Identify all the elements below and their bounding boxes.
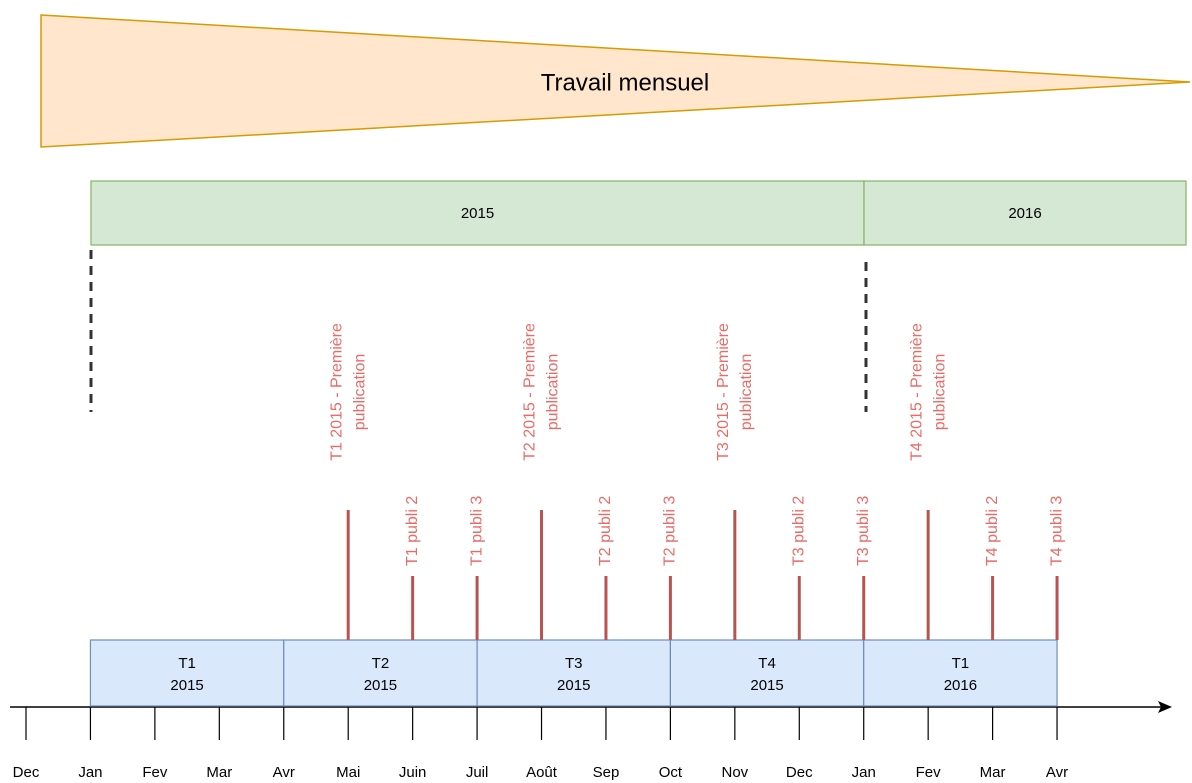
year-label: 2015	[461, 205, 494, 222]
month-label: Août	[526, 764, 558, 781]
publication-label: T4 2015 - Première	[908, 323, 925, 461]
quarter-label: T3	[565, 655, 583, 672]
quarter-box	[863, 639, 1058, 707]
month-label: Jan	[852, 764, 876, 781]
publication-label: T4 publi 2	[984, 496, 1001, 566]
month-label: Mai	[336, 764, 360, 781]
publication-label: T3 publi 3	[855, 496, 872, 566]
quarter-box	[669, 639, 865, 707]
month-label: Mar	[206, 764, 232, 781]
quarter-label: 2016	[944, 677, 977, 694]
publication-label: publication	[931, 354, 948, 431]
publication-label: T3 2015 - Première	[715, 323, 732, 461]
month-label: Jan	[78, 764, 102, 781]
workload-triangle	[40, 14, 1191, 148]
month-label: Nov	[721, 764, 748, 781]
quarter-box	[89, 639, 285, 707]
publication-label: publication	[545, 354, 562, 431]
quarter-label: 2015	[364, 677, 397, 694]
publication-label: T1 2015 - Première	[328, 323, 345, 461]
publication-label: T4 publi 3	[1048, 496, 1065, 566]
quarter-label: T4	[758, 655, 776, 672]
publication-label: T3 publi 2	[790, 496, 807, 566]
year-bar	[863, 180, 1187, 246]
publication-label: T2 publi 2	[597, 496, 614, 566]
title: Travail mensuel	[541, 69, 710, 96]
month-label: Avr	[273, 764, 295, 781]
month-label: Avr	[1046, 764, 1068, 781]
quarter-label: T2	[372, 655, 390, 672]
axis-arrow	[1158, 701, 1172, 713]
quarter-label: T1	[952, 655, 970, 672]
year-bar	[90, 180, 865, 246]
publication-label: publication	[738, 354, 755, 431]
year-label: 2016	[1008, 205, 1041, 222]
publication-label: publication	[351, 354, 368, 431]
month-label: Mar	[980, 764, 1006, 781]
month-label: Fev	[142, 764, 168, 781]
month-label: Juin	[399, 764, 427, 781]
quarter-label: 2015	[170, 677, 203, 694]
quarter-box	[283, 639, 478, 707]
quarter-box	[476, 639, 671, 707]
month-label: Oct	[659, 764, 683, 781]
quarter-label: T1	[178, 655, 196, 672]
publication-label: T2 2015 - Première	[522, 323, 539, 461]
quarter-label: 2015	[557, 677, 590, 694]
publication-label: T2 publi 3	[662, 496, 679, 566]
publication-label: T1 publi 3	[468, 496, 485, 566]
month-label: Dec	[13, 764, 40, 781]
month-label: Sep	[593, 764, 620, 781]
month-label: Dec	[786, 764, 813, 781]
publication-label: T1 publi 2	[404, 496, 421, 566]
month-label: Fev	[916, 764, 942, 781]
quarter-label: 2015	[750, 677, 783, 694]
month-label: Juil	[466, 764, 489, 781]
